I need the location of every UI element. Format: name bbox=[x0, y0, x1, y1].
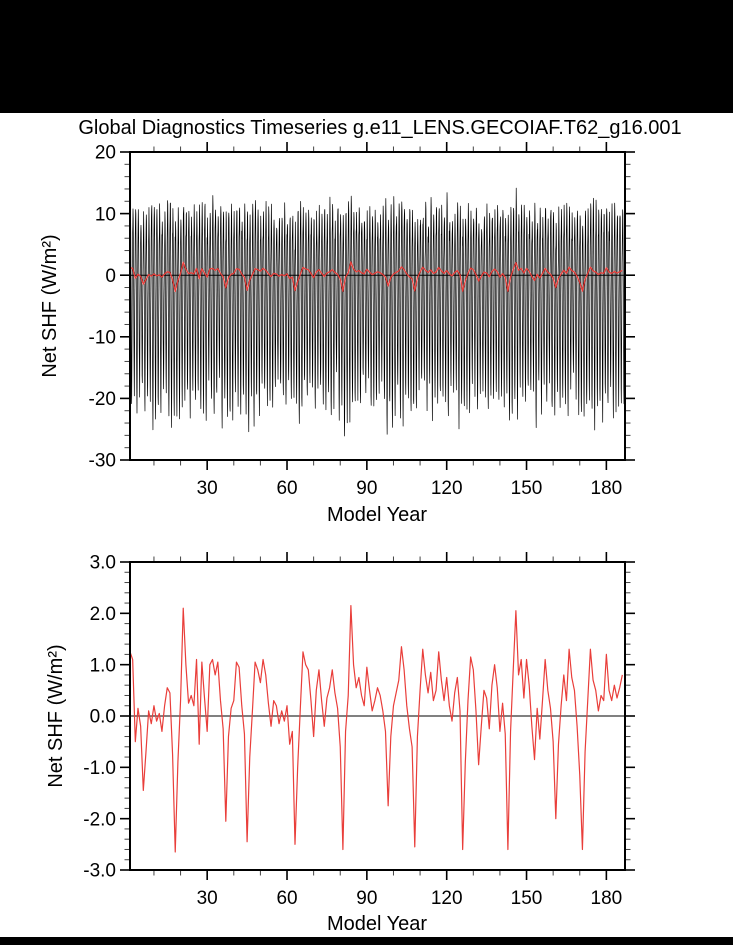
y-tick-label: 20 bbox=[95, 143, 116, 164]
y-tick-label: 10 bbox=[95, 204, 116, 225]
x-tick-label: 60 bbox=[276, 888, 297, 909]
y-tick-label: -2.0 bbox=[83, 809, 116, 830]
tick-labels: 30 60 90 120 150 180 20 10 0 -10 -20 -30 bbox=[89, 143, 623, 499]
y-tick-label: 0.0 bbox=[90, 707, 116, 728]
x-tick-label: 150 bbox=[511, 478, 543, 499]
plot-bottom: 30 60 90 120 150 180 3.0 2.0 1.0 0.0 -1.0 -2.0 -3.0 bbox=[83, 552, 635, 909]
annual-mean-net-shf-line bbox=[129, 261, 623, 293]
plot-top: 30 60 90 120 150 180 20 10 0 -10 -20 -30 bbox=[89, 142, 635, 499]
tick-labels: 30 60 90 120 150 180 3.0 2.0 1.0 0.0 -1.0 -2.0 -3.0 bbox=[83, 553, 622, 909]
y-tick-label: 2.0 bbox=[90, 604, 116, 625]
major-ticks bbox=[120, 552, 635, 880]
y-tick-label: -10 bbox=[89, 327, 116, 348]
x-tick-label: 30 bbox=[197, 478, 218, 499]
y-tick-label: -3.0 bbox=[83, 861, 116, 882]
x-tick-label: 120 bbox=[431, 888, 463, 909]
annual-mean-net-shf-line bbox=[129, 605, 623, 853]
monthly-net-shf-line bbox=[129, 187, 626, 437]
bottom-black-bar bbox=[0, 937, 733, 945]
y-axis-label-bottom: Net SHF (W/m²) bbox=[45, 644, 67, 787]
x-axis-label-top: Model Year bbox=[327, 504, 427, 526]
x-tick-label: 30 bbox=[197, 888, 218, 909]
top-black-bar bbox=[0, 0, 733, 113]
y-tick-label: -1.0 bbox=[83, 758, 116, 779]
x-tick-label: 90 bbox=[356, 888, 377, 909]
chart-title: Global Diagnostics Timeseries g.e11_LENS… bbox=[78, 117, 681, 139]
x-tick-label: 90 bbox=[356, 478, 377, 499]
plot-frame bbox=[129, 561, 626, 871]
plot-frame bbox=[129, 151, 626, 461]
major-ticks bbox=[120, 142, 635, 470]
x-tick-label: 60 bbox=[276, 478, 297, 499]
y-tick-label: 3.0 bbox=[90, 553, 116, 574]
y-tick-label: 0 bbox=[105, 266, 116, 287]
x-tick-label: 150 bbox=[511, 888, 543, 909]
x-axis-label-bottom: Model Year bbox=[327, 913, 427, 935]
y-tick-label: -30 bbox=[89, 451, 116, 472]
y-tick-label: -20 bbox=[89, 389, 116, 410]
y-axis-label-top: Net SHF (W/m²) bbox=[39, 234, 61, 377]
x-tick-label: 120 bbox=[431, 478, 463, 499]
y-tick-label: 1.0 bbox=[90, 655, 116, 676]
x-tick-label: 180 bbox=[591, 888, 623, 909]
x-tick-label: 180 bbox=[591, 478, 623, 499]
